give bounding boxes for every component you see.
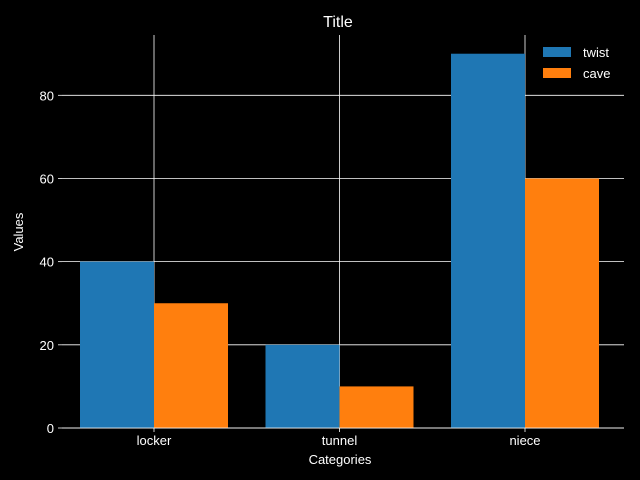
bars — [80, 53, 599, 428]
bar-cave-niece — [525, 178, 599, 428]
bar-cave-tunnel — [339, 386, 414, 428]
legend-label-cave: cave — [583, 66, 610, 81]
legend-swatch-cave — [543, 68, 571, 78]
x-axis-label: Categories — [309, 452, 372, 467]
x-tick-label: niece — [509, 433, 540, 448]
y-tick-label: 40 — [40, 255, 54, 270]
y-tick-label: 80 — [40, 88, 54, 103]
bar-twist-niece — [451, 53, 525, 428]
bar-twist-tunnel — [265, 344, 340, 428]
x-tick-label: tunnel — [322, 433, 358, 448]
legend-label-twist: twist — [583, 45, 609, 60]
x-tick-label: locker — [137, 433, 172, 448]
chart-title: Title — [323, 14, 353, 31]
y-tick-label: 0 — [47, 421, 54, 436]
y-tick-label: 20 — [40, 338, 54, 353]
legend: twist cave — [543, 45, 610, 81]
y-axis-label: Values — [11, 212, 26, 251]
bar-cave-locker — [154, 303, 228, 428]
y-tick-label: 60 — [40, 171, 54, 186]
bar-twist-locker — [80, 261, 154, 428]
legend-swatch-twist — [543, 47, 571, 57]
axes: 0 20 40 60 80 locker tunnel niece — [40, 88, 624, 448]
